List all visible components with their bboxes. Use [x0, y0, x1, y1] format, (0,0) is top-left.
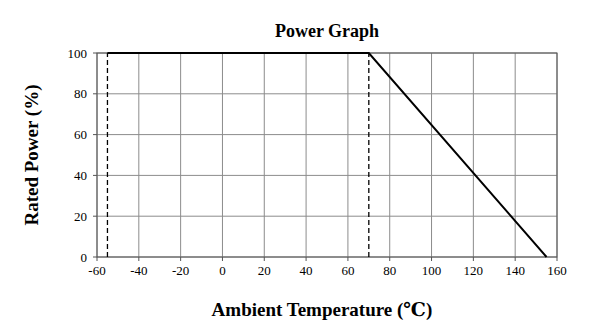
- x-tick: [557, 257, 558, 261]
- x-tick: [222, 257, 223, 261]
- x-tick: [347, 257, 348, 261]
- series-line: [368, 53, 369, 257]
- grid-line: [222, 53, 223, 257]
- grid-line: [97, 216, 557, 217]
- y-tick: [93, 257, 97, 258]
- x-tick: [264, 257, 265, 261]
- y-tick-label: 80: [74, 86, 87, 101]
- grid: [97, 53, 557, 257]
- y-tick-label: 40: [74, 168, 87, 183]
- x-tick: [97, 257, 98, 261]
- y-tick: [93, 175, 97, 176]
- grid-line: [138, 53, 139, 257]
- x-tick-label: 0: [219, 263, 226, 278]
- x-tick-label: 160: [547, 263, 567, 278]
- x-tick-label: 100: [422, 263, 442, 278]
- x-tick-label: 40: [300, 263, 313, 278]
- y-tick: [93, 216, 97, 217]
- x-tick-label: 80: [383, 263, 396, 278]
- y-tick: [93, 93, 97, 94]
- x-tick-label: 140: [505, 263, 525, 278]
- grid-line: [473, 53, 474, 257]
- y-tick-label: 20: [74, 209, 87, 224]
- y-axis-label: Rated Power (%): [21, 84, 43, 225]
- title: Power Graph: [275, 21, 379, 41]
- plot-frame: [97, 53, 557, 257]
- x-tick-label: -20: [172, 263, 189, 278]
- x-axis-label: Ambient Temperature (℃): [212, 299, 433, 321]
- grid-line: [97, 175, 557, 176]
- axes: -60 -40 -20 0 20 40 60 80 100 120 140 160 0 20 40 60 80 1…: [68, 46, 567, 279]
- grid-line: [515, 53, 516, 257]
- series-line: [107, 53, 546, 257]
- y-tick-label: 60: [74, 127, 87, 142]
- grid-line: [97, 93, 557, 94]
- chart: Power Graph -60 -40 -20 0 20 40 60 80 100 120 140 16…: [0, 0, 600, 336]
- grid-line: [347, 53, 348, 257]
- x-tick: [180, 257, 181, 261]
- x-tick: [138, 257, 139, 261]
- y-tick: [93, 53, 97, 54]
- x-tick: [389, 257, 390, 261]
- grid-line: [431, 53, 432, 257]
- x-tick: [515, 257, 516, 261]
- x-tick-label: 60: [341, 263, 354, 278]
- grid-line: [180, 53, 181, 257]
- y-tick-label: 0: [81, 250, 88, 265]
- y-tick-label: 100: [68, 46, 88, 61]
- grid-line: [264, 53, 265, 257]
- x-tick-label: 20: [258, 263, 271, 278]
- x-tick: [431, 257, 432, 261]
- x-tick: [306, 257, 307, 261]
- data: [107, 53, 546, 257]
- x-tick-label: 120: [464, 263, 484, 278]
- grid-line: [389, 53, 390, 257]
- grid-line: [97, 134, 557, 135]
- series-line: [107, 53, 108, 257]
- x-tick: [473, 257, 474, 261]
- x-tick-label: -60: [88, 263, 105, 278]
- x-tick-label: -40: [130, 263, 147, 278]
- y-tick: [93, 134, 97, 135]
- grid-line: [306, 53, 307, 257]
